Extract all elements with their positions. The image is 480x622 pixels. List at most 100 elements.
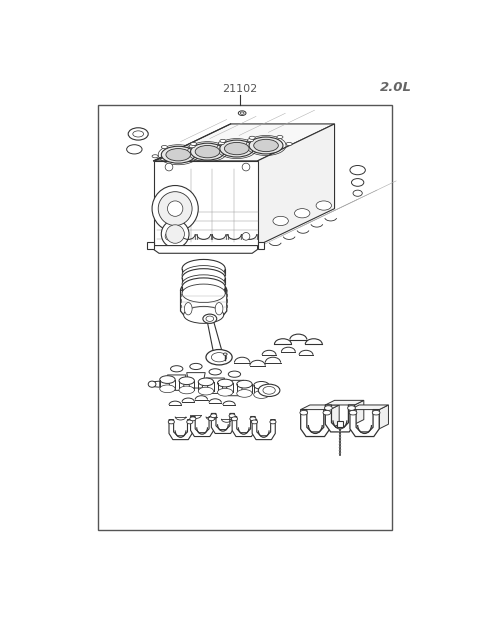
Ellipse shape — [168, 420, 174, 424]
Ellipse shape — [250, 417, 256, 420]
Ellipse shape — [225, 142, 249, 155]
Ellipse shape — [166, 225, 184, 243]
Ellipse shape — [223, 353, 227, 355]
Polygon shape — [350, 405, 388, 410]
Ellipse shape — [160, 385, 175, 392]
Ellipse shape — [187, 420, 193, 424]
Ellipse shape — [211, 149, 217, 152]
Ellipse shape — [240, 146, 246, 149]
Ellipse shape — [198, 378, 214, 386]
Polygon shape — [191, 417, 214, 437]
Ellipse shape — [182, 259, 225, 278]
Ellipse shape — [252, 420, 258, 424]
Ellipse shape — [182, 266, 225, 284]
Ellipse shape — [180, 281, 227, 300]
Ellipse shape — [165, 233, 173, 240]
Ellipse shape — [242, 233, 250, 240]
Ellipse shape — [190, 417, 196, 420]
Ellipse shape — [161, 220, 189, 248]
Ellipse shape — [270, 420, 276, 424]
Ellipse shape — [242, 163, 250, 171]
Ellipse shape — [152, 155, 158, 158]
Ellipse shape — [181, 152, 188, 155]
Ellipse shape — [184, 307, 224, 323]
Ellipse shape — [179, 386, 194, 394]
Polygon shape — [154, 246, 258, 253]
Ellipse shape — [191, 142, 197, 146]
Polygon shape — [152, 381, 160, 388]
Ellipse shape — [254, 391, 269, 399]
Ellipse shape — [300, 411, 308, 415]
Ellipse shape — [191, 143, 225, 160]
Ellipse shape — [258, 384, 280, 396]
Ellipse shape — [182, 278, 225, 297]
Polygon shape — [180, 290, 227, 315]
Polygon shape — [379, 405, 388, 429]
Text: 2.0L: 2.0L — [380, 81, 411, 94]
Polygon shape — [168, 375, 186, 391]
Ellipse shape — [238, 111, 246, 116]
Ellipse shape — [206, 350, 232, 365]
Ellipse shape — [209, 369, 221, 375]
Ellipse shape — [316, 201, 332, 210]
Ellipse shape — [218, 142, 225, 145]
Ellipse shape — [286, 142, 292, 146]
Ellipse shape — [166, 149, 191, 161]
Polygon shape — [337, 421, 343, 427]
Ellipse shape — [263, 386, 275, 394]
Polygon shape — [355, 401, 364, 424]
Ellipse shape — [254, 139, 278, 152]
Bar — [98, 106, 392, 531]
Ellipse shape — [353, 190, 362, 197]
Ellipse shape — [273, 216, 288, 226]
Ellipse shape — [372, 411, 380, 415]
Ellipse shape — [182, 284, 225, 302]
Ellipse shape — [184, 302, 192, 315]
Ellipse shape — [195, 146, 220, 158]
Ellipse shape — [160, 376, 175, 383]
Polygon shape — [211, 414, 234, 434]
Ellipse shape — [349, 411, 357, 415]
Ellipse shape — [165, 163, 173, 171]
Ellipse shape — [295, 208, 310, 218]
Polygon shape — [258, 124, 335, 246]
Polygon shape — [252, 420, 275, 440]
Ellipse shape — [220, 140, 254, 157]
Ellipse shape — [206, 316, 214, 322]
Polygon shape — [325, 401, 364, 405]
Ellipse shape — [217, 379, 233, 387]
Ellipse shape — [203, 314, 217, 323]
Ellipse shape — [127, 145, 142, 154]
Polygon shape — [232, 417, 255, 437]
Ellipse shape — [182, 269, 225, 287]
Ellipse shape — [170, 366, 183, 372]
Ellipse shape — [179, 377, 194, 384]
Polygon shape — [258, 242, 264, 249]
Ellipse shape — [249, 136, 255, 139]
Ellipse shape — [350, 165, 365, 175]
Ellipse shape — [198, 388, 214, 395]
Ellipse shape — [182, 275, 225, 294]
Polygon shape — [225, 380, 244, 396]
Ellipse shape — [161, 146, 168, 149]
Polygon shape — [330, 405, 339, 429]
Polygon shape — [207, 318, 224, 357]
Ellipse shape — [228, 149, 234, 152]
Ellipse shape — [351, 179, 364, 187]
Ellipse shape — [249, 137, 283, 154]
Ellipse shape — [229, 414, 235, 418]
Ellipse shape — [161, 146, 195, 163]
Ellipse shape — [231, 417, 238, 420]
Ellipse shape — [208, 417, 215, 420]
Polygon shape — [187, 373, 205, 388]
Ellipse shape — [211, 353, 227, 362]
Ellipse shape — [148, 381, 156, 388]
Ellipse shape — [198, 152, 204, 155]
Ellipse shape — [190, 363, 202, 369]
Ellipse shape — [189, 145, 195, 148]
Ellipse shape — [254, 381, 269, 389]
Ellipse shape — [248, 139, 254, 142]
Ellipse shape — [348, 406, 355, 411]
Ellipse shape — [152, 185, 198, 232]
Ellipse shape — [277, 136, 283, 139]
